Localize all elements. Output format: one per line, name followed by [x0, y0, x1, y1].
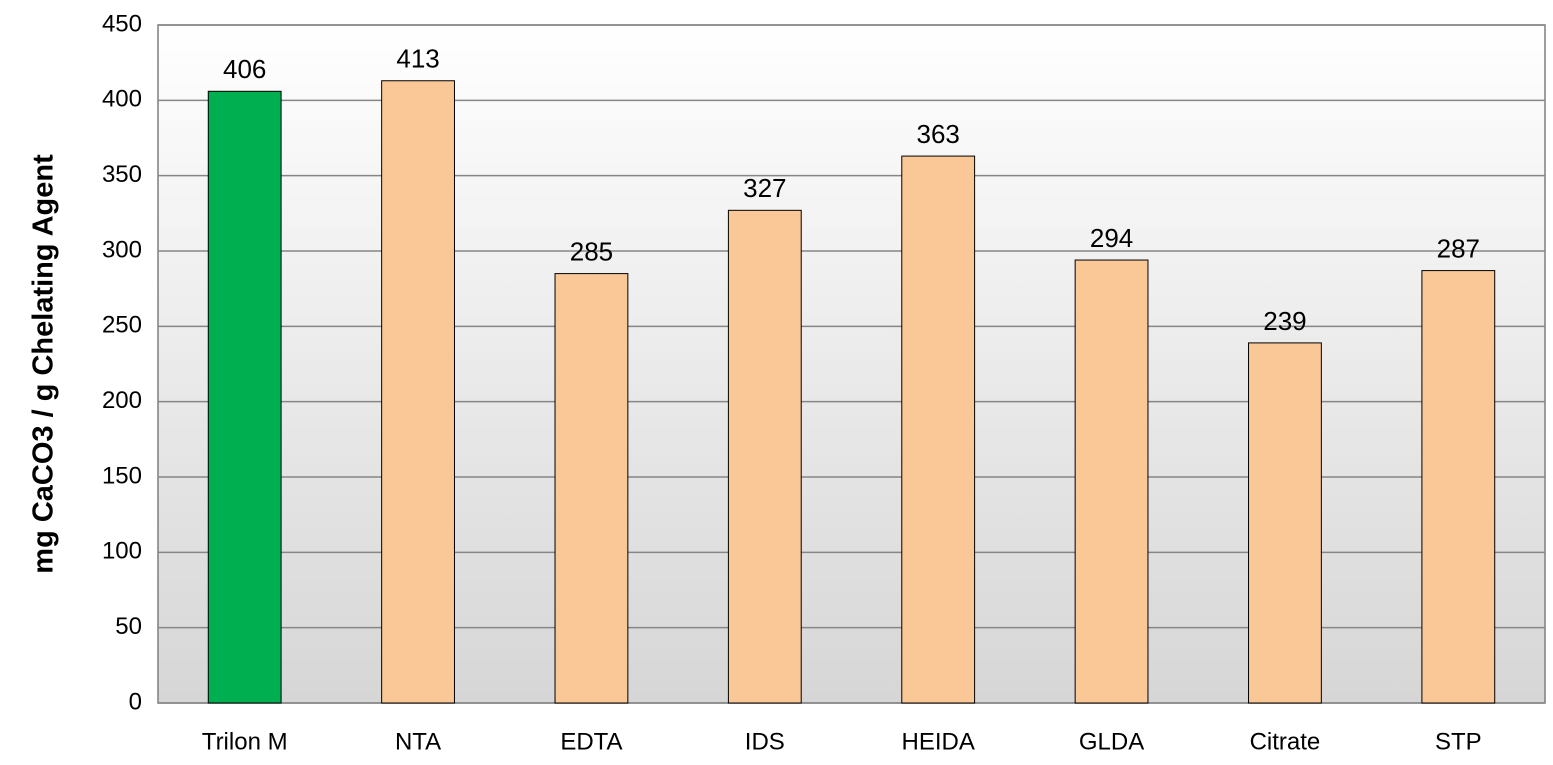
x-tick-label: IDS [745, 728, 785, 755]
y-tick-label: 0 [129, 688, 142, 715]
x-tick-label: GLDA [1079, 728, 1144, 755]
bar [554, 273, 629, 704]
data-label: 363 [916, 119, 959, 149]
x-tick-label: EDTA [560, 728, 622, 755]
y-tick-label: 300 [102, 236, 142, 263]
plot-area [157, 24, 1546, 704]
data-label: 327 [743, 173, 786, 203]
bar [1074, 259, 1149, 704]
y-tick-label: 150 [102, 462, 142, 489]
bar [727, 209, 802, 704]
x-tick-label: HEIDA [902, 728, 975, 755]
bar [901, 155, 976, 704]
y-tick-label: 350 [102, 161, 142, 188]
bar [1421, 270, 1496, 704]
data-label: 287 [1437, 233, 1480, 263]
x-tick-label: NTA [395, 728, 441, 755]
data-label: 413 [396, 44, 439, 74]
data-label: 239 [1263, 306, 1306, 336]
bar [207, 90, 282, 704]
y-axis-label: mg CaCO3 / g Chelating Agent [28, 154, 60, 574]
x-tick-label: Citrate [1250, 728, 1321, 755]
y-tick-label: 250 [102, 312, 142, 339]
data-label: 285 [570, 236, 613, 266]
y-tick-label: 400 [102, 86, 142, 113]
y-tick-label: 450 [102, 10, 142, 37]
bar [381, 80, 455, 704]
x-tick-label: STP [1435, 728, 1482, 755]
y-tick-label: 50 [115, 613, 142, 640]
x-tick-label: Trilon M [202, 728, 288, 755]
bar [1248, 342, 1322, 704]
y-tick-label: 200 [102, 387, 142, 414]
data-label: 294 [1090, 223, 1133, 253]
y-tick-label: 100 [102, 538, 142, 565]
data-label: 406 [223, 54, 266, 84]
